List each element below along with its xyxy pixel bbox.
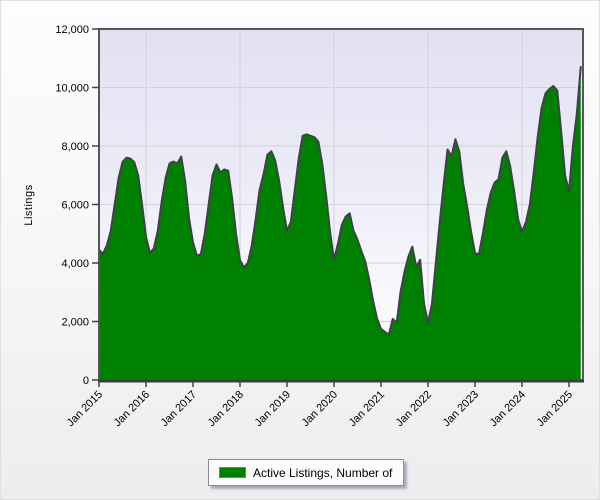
x-tick-label: Jan 2017 [159,389,199,429]
y-tick-label: 6,000 [61,200,89,212]
x-tick-label: Jan 2018 [206,389,246,429]
y-tick-label: 10,000 [55,83,89,95]
y-tick-label: 8,000 [61,141,89,153]
legend-label: Active Listings, Number of [253,465,393,480]
x-tick-label: Jan 2021 [347,389,387,429]
area-outline [98,66,582,336]
y-tick-label: 4,000 [61,258,89,270]
y-axis-title: Listings [23,184,35,226]
x-tick-label: Jan 2023 [441,389,481,429]
x-tick-label: Jan 2024 [488,389,528,429]
legend-swatch-icon [219,467,246,478]
x-tick-label: Jan 2022 [394,389,434,429]
y-tick-label: 0 [83,375,89,387]
x-tick-label: Jan 2020 [300,389,340,429]
x-tick-label: Jan 2016 [112,389,152,429]
area-fill [99,67,581,381]
x-tick-label: Jan 2025 [535,389,575,429]
y-tick-label: 12,000 [55,24,89,36]
legend: Active Listings, Number of [208,459,405,486]
x-tick-label: Jan 2015 [65,389,105,429]
x-tick-label: Jan 2019 [253,389,293,429]
y-tick-label: 2,000 [61,317,89,329]
